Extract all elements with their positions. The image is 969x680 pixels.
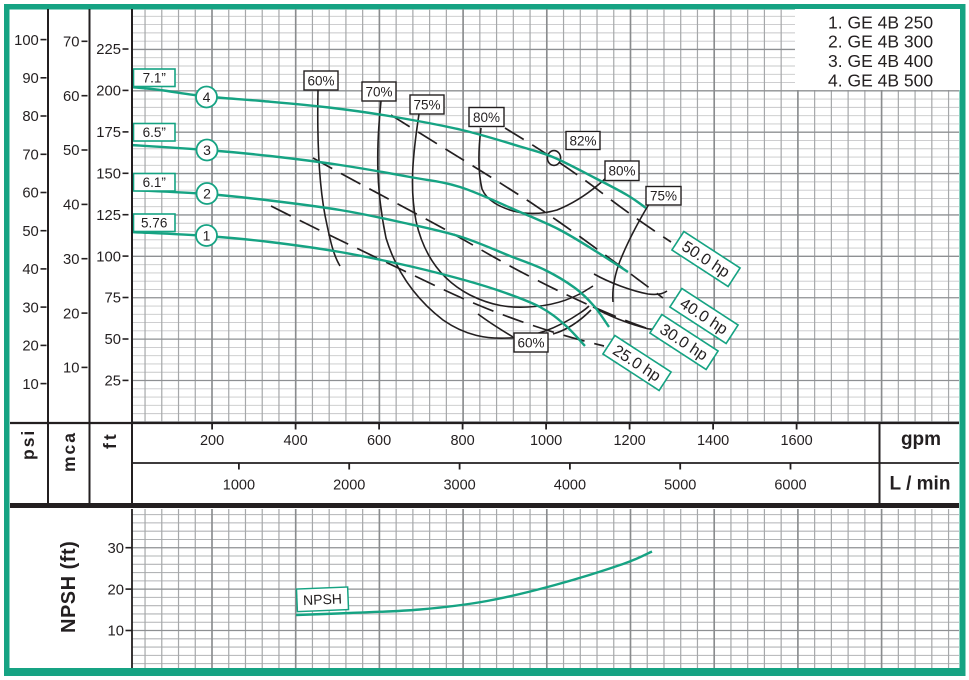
svg-text:25: 25 bbox=[105, 374, 121, 390]
svg-text:4: 4 bbox=[203, 89, 211, 105]
svg-text:10: 10 bbox=[63, 361, 79, 377]
svg-text:6000: 6000 bbox=[774, 477, 806, 493]
svg-text:20: 20 bbox=[22, 339, 38, 355]
svg-text:50: 50 bbox=[22, 224, 38, 240]
svg-text:90: 90 bbox=[22, 71, 38, 87]
svg-text:70: 70 bbox=[22, 148, 38, 164]
svg-text:3. GE 4B 400: 3. GE 4B 400 bbox=[828, 51, 933, 71]
svg-text:400: 400 bbox=[283, 433, 307, 449]
svg-text:20: 20 bbox=[108, 582, 124, 598]
svg-text:82%: 82% bbox=[569, 133, 596, 148]
svg-text:3: 3 bbox=[203, 142, 211, 158]
svg-text:60%: 60% bbox=[307, 73, 334, 88]
svg-text:80%: 80% bbox=[608, 164, 635, 179]
svg-text:6.5”: 6.5” bbox=[143, 125, 166, 140]
svg-text:10: 10 bbox=[108, 624, 124, 640]
svg-text:80: 80 bbox=[22, 109, 38, 125]
svg-text:200: 200 bbox=[96, 84, 121, 100]
svg-text:150: 150 bbox=[96, 167, 121, 183]
svg-text:1200: 1200 bbox=[613, 433, 645, 449]
svg-text:80%: 80% bbox=[473, 110, 500, 125]
svg-text:75%: 75% bbox=[650, 189, 677, 204]
svg-text:800: 800 bbox=[450, 433, 474, 449]
svg-text:50: 50 bbox=[63, 143, 79, 159]
svg-text:NPSH (ft): NPSH (ft) bbox=[58, 541, 80, 633]
svg-text:5.76: 5.76 bbox=[141, 216, 167, 231]
svg-text:2000: 2000 bbox=[333, 477, 365, 493]
svg-text:psi: psi bbox=[18, 429, 38, 460]
svg-text:NPSH: NPSH bbox=[303, 591, 343, 609]
svg-text:10: 10 bbox=[22, 377, 38, 393]
svg-text:100: 100 bbox=[14, 33, 39, 49]
svg-text:7.1”: 7.1” bbox=[143, 71, 166, 86]
svg-text:70%: 70% bbox=[365, 84, 392, 99]
svg-text:2: 2 bbox=[203, 186, 211, 202]
svg-text:225: 225 bbox=[96, 42, 121, 58]
svg-text:175: 175 bbox=[96, 125, 121, 141]
svg-text:40: 40 bbox=[22, 262, 38, 278]
svg-text:L / min: L / min bbox=[890, 474, 951, 495]
svg-text:3000: 3000 bbox=[443, 477, 475, 493]
svg-text:200: 200 bbox=[200, 433, 224, 449]
svg-text:1. GE 4B 250: 1. GE 4B 250 bbox=[828, 12, 933, 32]
svg-text:30: 30 bbox=[63, 252, 79, 268]
svg-text:30: 30 bbox=[108, 541, 124, 557]
svg-text:600: 600 bbox=[367, 433, 391, 449]
svg-text:1000: 1000 bbox=[530, 433, 562, 449]
svg-text:1600: 1600 bbox=[780, 433, 812, 449]
svg-text:125: 125 bbox=[96, 208, 121, 224]
svg-text:50: 50 bbox=[105, 332, 121, 348]
svg-text:4. GE 4B 500: 4. GE 4B 500 bbox=[828, 71, 933, 91]
svg-text:60: 60 bbox=[63, 89, 79, 105]
svg-text:75: 75 bbox=[105, 291, 121, 307]
svg-text:5000: 5000 bbox=[664, 477, 696, 493]
svg-text:75%: 75% bbox=[413, 97, 440, 112]
svg-text:40: 40 bbox=[63, 198, 79, 214]
svg-text:mca: mca bbox=[59, 431, 79, 472]
svg-text:2. GE 4B 300: 2. GE 4B 300 bbox=[828, 32, 933, 52]
svg-text:1400: 1400 bbox=[697, 433, 729, 449]
svg-text:4000: 4000 bbox=[554, 477, 586, 493]
svg-text:6.1”: 6.1” bbox=[143, 175, 166, 190]
svg-text:70: 70 bbox=[63, 35, 79, 51]
svg-text:20: 20 bbox=[63, 306, 79, 322]
svg-text:1000: 1000 bbox=[223, 477, 255, 493]
svg-text:100: 100 bbox=[96, 249, 121, 265]
svg-text:gpm: gpm bbox=[901, 429, 941, 450]
svg-text:60%: 60% bbox=[517, 335, 544, 350]
svg-text:60: 60 bbox=[22, 186, 38, 202]
svg-text:ft: ft bbox=[100, 431, 120, 449]
svg-text:30: 30 bbox=[22, 300, 38, 316]
svg-text:1: 1 bbox=[203, 228, 211, 244]
